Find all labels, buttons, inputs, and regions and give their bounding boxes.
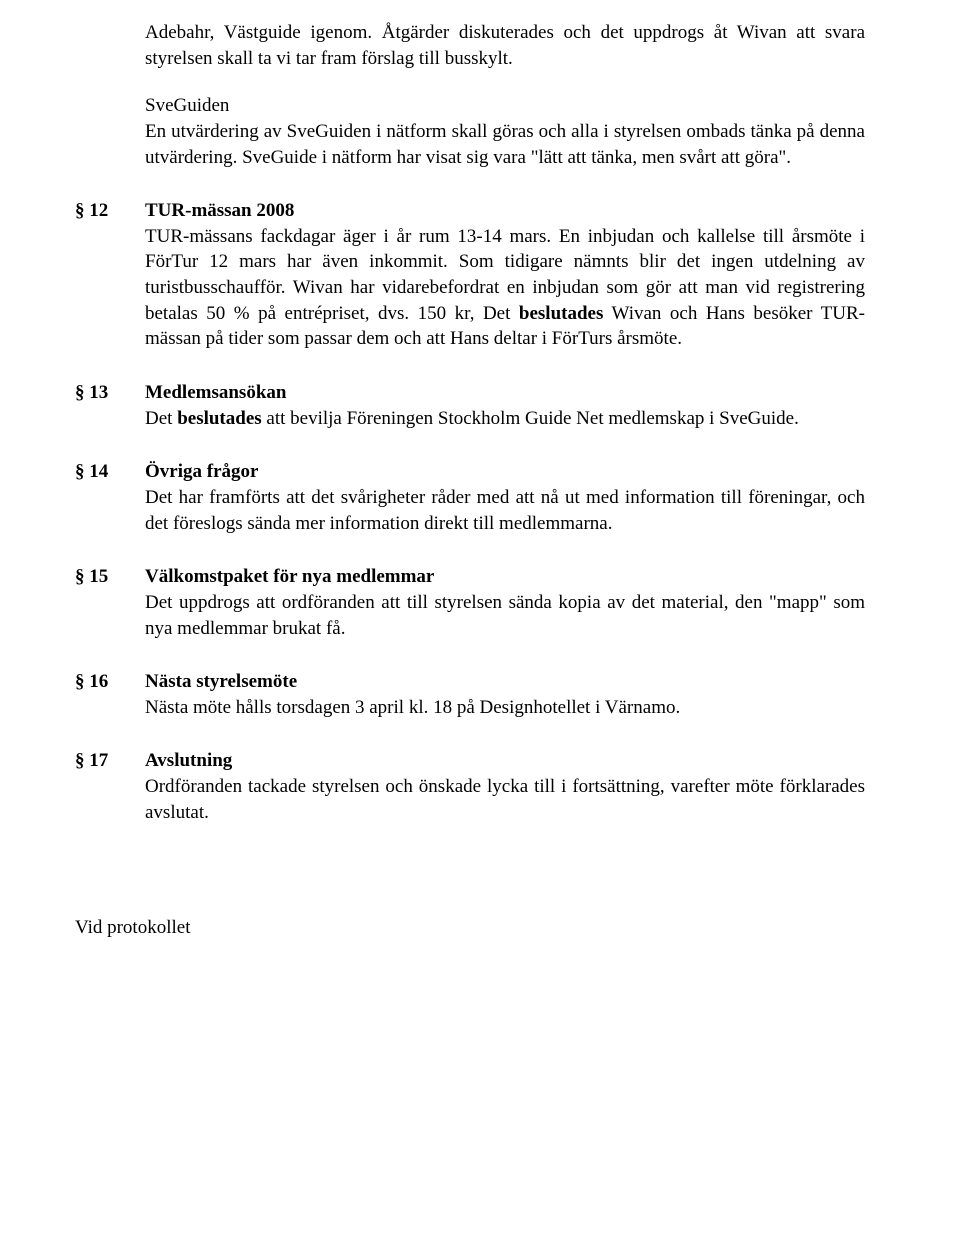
section-heading: Medlemsansökan [145, 382, 286, 403]
section-body: TUR-mässan 2008 TUR-mässans fackdagar äg… [145, 198, 865, 352]
section-text-pre: Det uppdrogs att ordföranden att till st… [145, 592, 865, 639]
section-body: Nästa styrelsemöte Nästa möte hålls tors… [145, 669, 865, 720]
section-text-bold: beslutades [519, 303, 603, 324]
document-page: Adebahr, Västguide igenom. Åtgärder disk… [0, 0, 960, 981]
section-number: § 12 [75, 198, 145, 224]
section-body: Avslutning Ordföranden tackade styrelsen… [145, 748, 865, 825]
section-text-bold: beslutades [177, 408, 261, 429]
intro-body-2: En utvärdering av SveGuiden i nätform sk… [145, 121, 865, 168]
section-12: § 12 TUR-mässan 2008 TUR-mässans fackdag… [75, 198, 865, 352]
section-text-post: att bevilja Föreningen Stockholm Guide N… [262, 408, 799, 429]
footer-signature: Vid protokollet [75, 915, 865, 941]
section-text-pre: Nästa möte hålls torsdagen 3 april kl. 1… [145, 697, 680, 718]
section-text-pre: Ordföranden tackade styrelsen och önskad… [145, 776, 865, 823]
section-body: Välkomstpaket för nya medlemmar Det uppd… [145, 564, 865, 641]
section-text-pre: Det [145, 408, 177, 429]
section-13: § 13 Medlemsansökan Det beslutades att b… [75, 380, 865, 431]
section-number: § 17 [75, 748, 145, 774]
intro-heading: SveGuiden [145, 95, 229, 116]
section-number: § 14 [75, 459, 145, 485]
section-17: § 17 Avslutning Ordföranden tackade styr… [75, 748, 865, 825]
section-15: § 15 Välkomstpaket för nya medlemmar Det… [75, 564, 865, 641]
section-number: § 15 [75, 564, 145, 590]
intro-paragraph-1: Adebahr, Västguide igenom. Åtgärder disk… [145, 20, 865, 71]
section-heading: Avslutning [145, 750, 232, 771]
intro-block: Adebahr, Västguide igenom. Åtgärder disk… [145, 20, 865, 170]
section-text-pre: Det har framförts att det svårigheter rå… [145, 487, 865, 534]
section-14: § 14 Övriga frågor Det har framförts att… [75, 459, 865, 536]
section-16: § 16 Nästa styrelsemöte Nästa möte hålls… [75, 669, 865, 720]
section-heading: TUR-mässan 2008 [145, 200, 294, 221]
section-heading: Välkomstpaket för nya medlemmar [145, 566, 434, 587]
section-heading: Nästa styrelsemöte [145, 671, 297, 692]
section-number: § 13 [75, 380, 145, 406]
section-heading: Övriga frågor [145, 461, 258, 482]
section-number: § 16 [75, 669, 145, 695]
section-body: Övriga frågor Det har framförts att det … [145, 459, 865, 536]
intro-paragraph-2: SveGuiden En utvärdering av SveGuiden i … [145, 93, 865, 170]
section-body: Medlemsansökan Det beslutades att bevilj… [145, 380, 865, 431]
